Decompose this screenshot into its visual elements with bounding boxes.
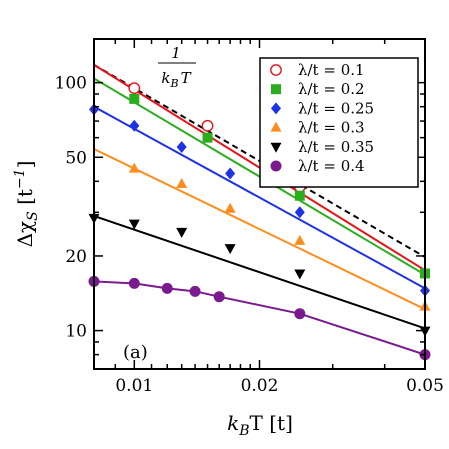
y-tick-label: 100 [55, 74, 87, 94]
series--t-03-point [294, 234, 306, 245]
series--t-02-point [294, 190, 305, 201]
series--t-035-point [224, 244, 236, 255]
x-tick-label: 0.02 [241, 376, 279, 396]
series--t-01-point [201, 119, 214, 132]
series--t-02-point [202, 132, 213, 143]
legend-box [259, 57, 419, 188]
series--t-035-fit-line [94, 215, 425, 330]
y-axis-label: ΔχS [t−1] [12, 161, 41, 248]
tick-layer: 0.01 0.02 0.05 10 20 50 100 [55, 39, 444, 396]
series--t-04-point [294, 308, 306, 320]
series--t-03-point [128, 162, 140, 173]
series--t-04-point [128, 277, 140, 289]
series--t-01-point [128, 82, 141, 95]
series--t-025-point [294, 206, 305, 219]
series--t-025-point [129, 119, 140, 132]
panel-label: (a) [123, 342, 148, 363]
legend-marker--t-01 [270, 64, 282, 76]
legend-label--t-04: λ/t = 0.4 [298, 157, 365, 175]
legend-marker--t-025 [271, 102, 281, 115]
series--t-04-point [189, 285, 201, 297]
reference-line-label: 1 kB T [158, 44, 196, 90]
legend: λ/t = 0.1λ/t = 0.2λ/t = 0.25λ/t = 0.3λ/t… [259, 57, 419, 188]
reference-label-denominator: kB T [161, 69, 191, 90]
marker-layer [88, 82, 431, 361]
series--t-025-point [176, 141, 187, 154]
series--t-04-point [161, 282, 173, 294]
legend-marker--t-035 [270, 142, 282, 153]
x-tick-label: 0.05 [406, 376, 444, 396]
legend-marker--t-03 [270, 121, 282, 132]
y-tick-label: 50 [65, 148, 87, 168]
series--t-035-point [128, 219, 140, 230]
y-tick-label: 20 [65, 247, 87, 267]
series--t-02-point [129, 93, 140, 104]
legend-label--t-03: λ/t = 0.3 [298, 119, 365, 137]
series--t-03-fit-line [94, 148, 425, 311]
x-tick-label: 0.01 [115, 376, 153, 396]
legend-label--t-025: λ/t = 0.25 [298, 99, 374, 117]
series--t-025-point [225, 167, 236, 180]
series--t-035-point [176, 227, 188, 238]
reference-label-numerator: 1 [171, 44, 181, 62]
y-tick-label: 10 [65, 322, 87, 342]
series--t-03-point [224, 202, 236, 213]
series--t-035-point [294, 269, 306, 280]
legend-marker--t-02 [271, 84, 281, 95]
legend-label--t-035: λ/t = 0.35 [298, 138, 374, 156]
legend-marker--t-04 [270, 160, 282, 172]
series--t-025-fit-line [94, 105, 425, 290]
series--t-04-point [213, 291, 225, 303]
x-axis-label: kBT [t] [227, 411, 293, 439]
legend-label--t-02: λ/t = 0.2 [298, 80, 365, 98]
series--t-03-point [176, 178, 188, 189]
legend-label--t-01: λ/t = 0.1 [298, 61, 365, 79]
